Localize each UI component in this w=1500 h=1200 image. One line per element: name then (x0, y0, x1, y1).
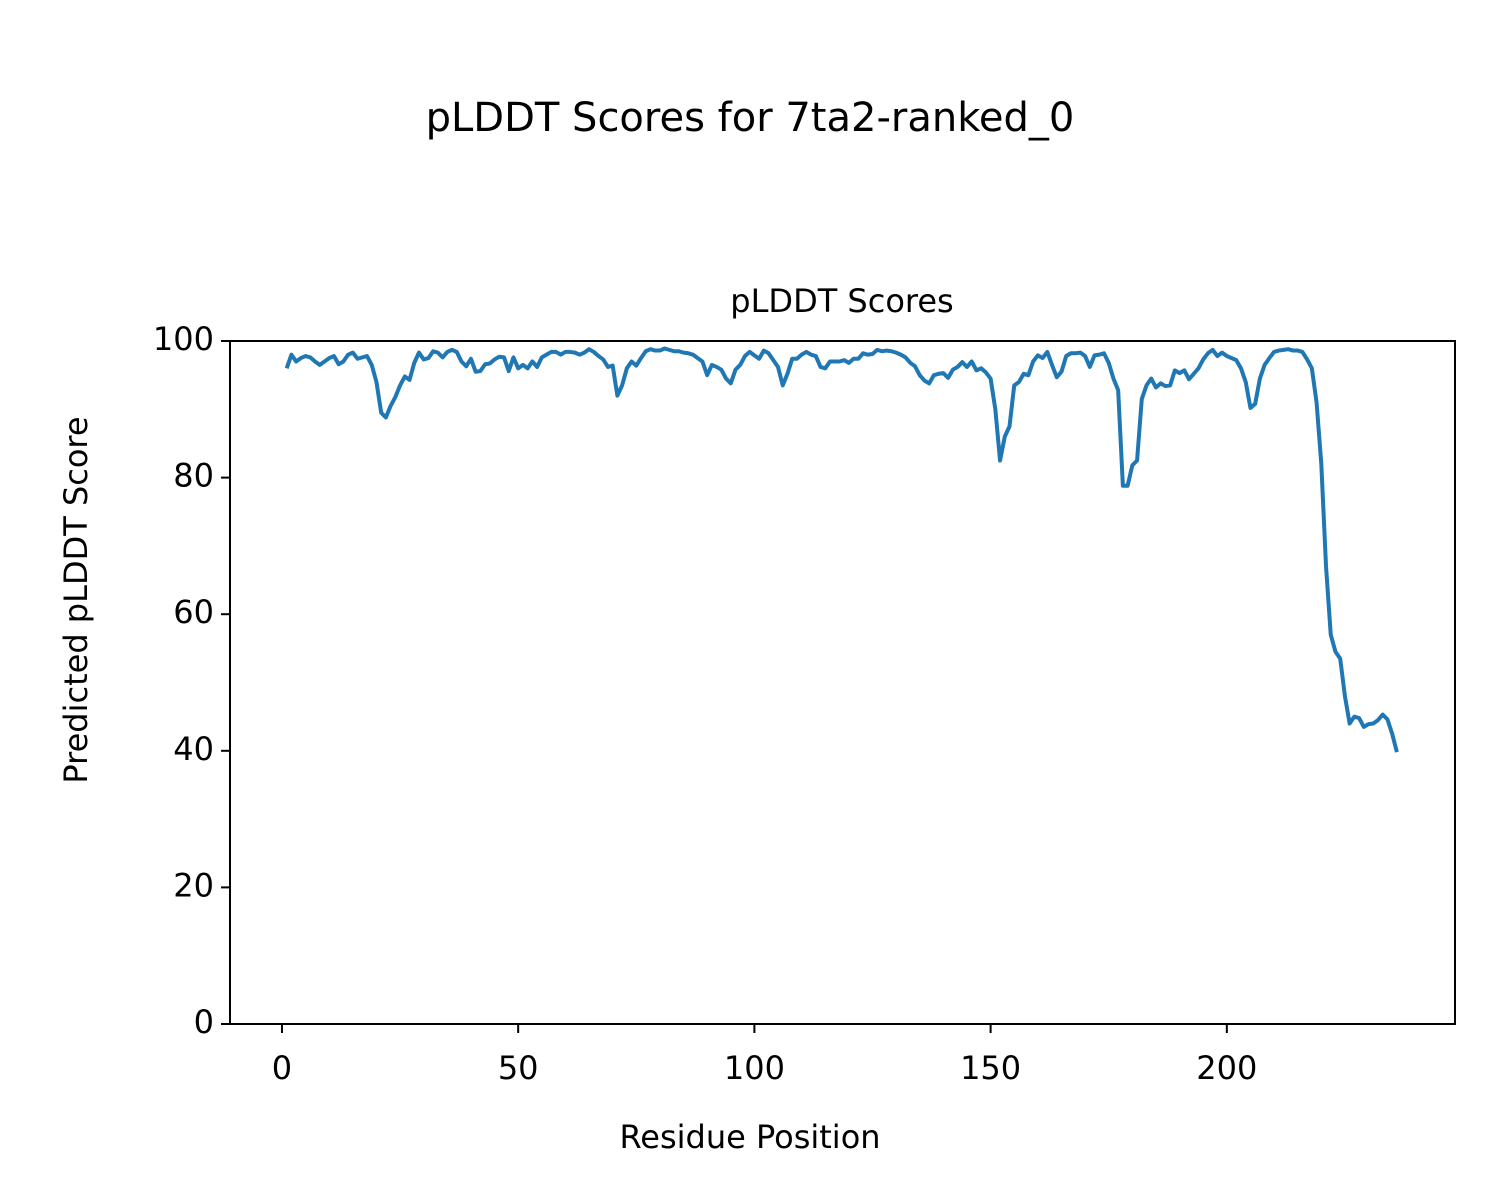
x-axis-label: Residue Position (619, 1118, 880, 1156)
y-tick-label: 20 (173, 866, 214, 904)
y-axis-label: Predicted pLDDT Score (57, 416, 95, 783)
y-tick-label: 100 (153, 320, 214, 358)
chart-title: pLDDT Scores for 7ta2-ranked_0 (426, 95, 1075, 141)
data-line (284, 346, 1399, 753)
x-tick-label: 200 (1196, 1049, 1257, 1087)
y-tick-label: 0 (194, 1003, 214, 1041)
x-tick-label: 150 (960, 1049, 1021, 1087)
y-tick-label: 60 (173, 593, 214, 631)
y-tick-label: 80 (173, 457, 214, 495)
x-tick-label: 50 (498, 1049, 539, 1087)
y-tick-label: 40 (173, 730, 214, 768)
x-tick-label: 100 (724, 1049, 785, 1087)
plot-frame (229, 340, 1456, 1025)
x-tick-label: 0 (272, 1049, 292, 1087)
chart-subtitle: pLDDT Scores (730, 282, 953, 320)
